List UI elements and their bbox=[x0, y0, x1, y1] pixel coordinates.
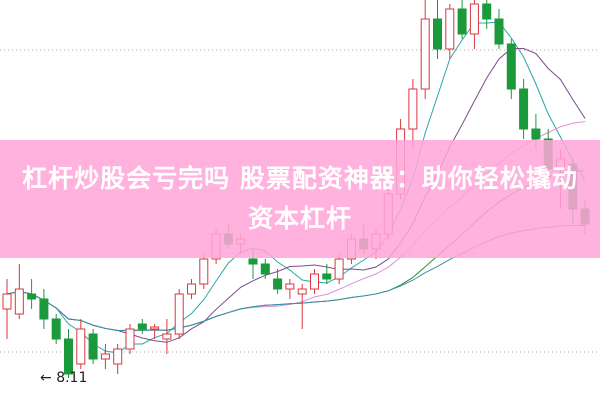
candle-up bbox=[100, 353, 110, 360]
ma-line-5 bbox=[6, 21, 586, 354]
candle-up bbox=[76, 328, 86, 365]
candle-up bbox=[2, 293, 12, 310]
candle-down bbox=[260, 263, 270, 275]
candle-up bbox=[445, 8, 455, 50]
candle-down bbox=[482, 3, 492, 20]
candle-down bbox=[433, 18, 442, 50]
candle-down bbox=[39, 298, 49, 320]
headline-banner: 杠杆炒股会亏完吗 股票配资神器：助你轻松撬动 资本杠杆 bbox=[0, 140, 600, 258]
candle-up bbox=[174, 293, 184, 335]
candle-down bbox=[27, 293, 37, 300]
candle-up bbox=[113, 348, 123, 365]
candle-down bbox=[248, 258, 258, 265]
candle-up bbox=[297, 288, 307, 295]
candle-up bbox=[469, 3, 479, 35]
candle-up bbox=[285, 283, 295, 290]
candle-up bbox=[408, 88, 418, 130]
candle-up bbox=[162, 333, 172, 340]
candle-down bbox=[531, 128, 541, 140]
candle-down bbox=[494, 18, 504, 45]
candle-up bbox=[199, 258, 209, 285]
candle-up bbox=[14, 288, 24, 315]
candle-up bbox=[125, 328, 135, 350]
low-price-marker: ← 8.11 bbox=[40, 370, 88, 386]
candle-down bbox=[137, 323, 147, 330]
headline-line-2: 资本杠杆 bbox=[247, 204, 352, 233]
candle-up bbox=[310, 273, 319, 290]
candle-down bbox=[506, 43, 516, 90]
candle-down bbox=[64, 338, 73, 375]
candle-down bbox=[273, 278, 283, 290]
candle-down bbox=[51, 318, 61, 340]
headline-line-1: 杠杆炒股会亏完吗 股票配资神器：助你轻松撬动 bbox=[22, 164, 578, 193]
candle-up bbox=[334, 258, 344, 280]
candle-down bbox=[322, 273, 332, 280]
candle-down bbox=[519, 88, 529, 130]
candle-up bbox=[150, 326, 160, 330]
candle-up bbox=[420, 18, 430, 90]
candle-down bbox=[457, 8, 467, 35]
low-price-label: 8.11 bbox=[56, 370, 88, 386]
candle-down bbox=[88, 333, 98, 360]
candle-up bbox=[187, 283, 196, 295]
